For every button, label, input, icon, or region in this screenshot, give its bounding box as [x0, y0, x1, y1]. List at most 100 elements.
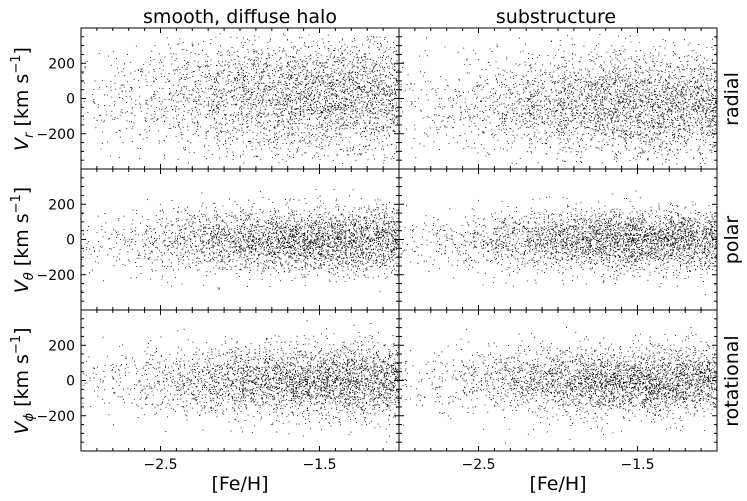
data-point — [323, 69, 324, 71]
data-point — [269, 87, 271, 88]
data-point — [348, 154, 350, 156]
data-point — [603, 90, 605, 92]
data-point — [276, 66, 277, 68]
data-point — [530, 94, 532, 96]
data-point — [286, 96, 288, 98]
data-point — [325, 104, 327, 106]
data-point — [243, 103, 245, 105]
data-point — [325, 97, 327, 98]
data-point — [218, 109, 220, 111]
ylabel-radial-sub: r — [22, 131, 37, 138]
data-point — [585, 104, 587, 106]
data-point — [616, 111, 618, 113]
data-point — [387, 94, 388, 96]
data-point — [299, 71, 301, 73]
data-point — [322, 139, 324, 141]
data-point — [149, 64, 151, 65]
data-point — [382, 141, 384, 143]
data-point — [323, 81, 324, 83]
data-point — [267, 65, 269, 67]
data-point — [258, 121, 260, 123]
data-point — [524, 113, 526, 115]
data-point — [258, 76, 260, 78]
data-point — [322, 128, 324, 130]
data-point — [420, 109, 422, 111]
data-point — [344, 105, 346, 107]
data-point — [126, 102, 127, 104]
data-point — [592, 68, 594, 70]
data-point — [571, 132, 572, 134]
data-point — [353, 96, 354, 98]
data-point — [197, 103, 199, 105]
data-point — [524, 64, 526, 66]
data-point — [394, 69, 396, 71]
data-point — [292, 87, 293, 89]
data-point — [381, 99, 383, 101]
data-point — [576, 101, 578, 103]
data-point — [291, 129, 293, 130]
data-point — [217, 110, 219, 112]
data-point — [339, 101, 341, 103]
data-point — [291, 74, 293, 76]
data-point — [561, 134, 563, 136]
data-point — [524, 87, 526, 89]
data-point — [302, 91, 304, 93]
data-point — [595, 110, 597, 111]
data-point — [281, 65, 283, 67]
data-point — [477, 86, 479, 87]
data-point — [392, 107, 394, 109]
data-point — [560, 121, 562, 122]
data-point — [494, 135, 495, 137]
data-point — [325, 75, 326, 77]
data-point — [569, 100, 571, 102]
data-point — [232, 151, 234, 153]
data-point — [338, 72, 339, 74]
data-point — [316, 128, 317, 130]
data-point — [223, 69, 225, 71]
data-point — [595, 87, 597, 89]
data-point — [337, 79, 338, 81]
data-point — [115, 88, 117, 90]
data-point — [178, 42, 180, 44]
data-point — [304, 42, 306, 44]
data-point — [225, 118, 227, 120]
data-point — [146, 99, 148, 101]
data-point — [350, 115, 351, 117]
data-point — [299, 111, 301, 113]
data-point — [278, 96, 279, 98]
data-point — [262, 52, 263, 54]
data-point — [245, 88, 247, 90]
data-point — [604, 89, 606, 91]
data-point — [225, 93, 227, 95]
data-point — [285, 108, 287, 110]
data-point — [353, 100, 355, 102]
data-point — [604, 144, 605, 145]
data-point — [369, 122, 370, 124]
data-point — [125, 112, 127, 114]
data-point — [250, 108, 252, 110]
data-point — [591, 82, 593, 84]
data-point — [495, 134, 497, 135]
data-point — [493, 95, 495, 97]
data-point — [565, 126, 566, 128]
data-point — [297, 93, 298, 94]
data-point — [351, 71, 353, 73]
data-point — [507, 112, 509, 113]
data-point — [359, 102, 361, 104]
data-point — [179, 122, 180, 123]
data-point — [389, 92, 391, 94]
data-point — [547, 55, 549, 56]
data-point — [304, 101, 306, 102]
data-point — [301, 91, 303, 93]
data-point — [241, 135, 243, 136]
data-point — [565, 113, 567, 115]
data-point — [285, 88, 287, 90]
data-point — [576, 161, 577, 162]
data-point — [263, 114, 265, 115]
data-point — [614, 49, 616, 51]
data-point — [316, 117, 318, 119]
data-point — [580, 78, 582, 80]
data-point — [281, 89, 283, 91]
data-point — [251, 63, 253, 65]
data-point — [497, 139, 499, 141]
